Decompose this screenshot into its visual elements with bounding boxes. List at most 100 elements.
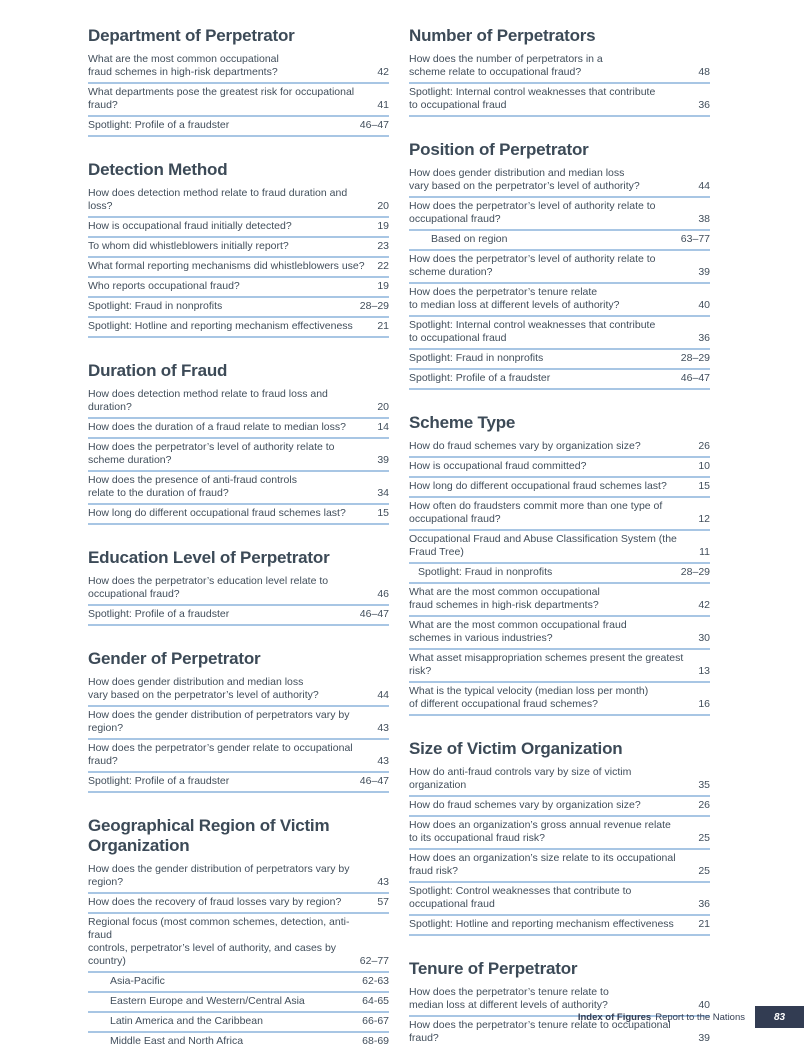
entry-label: How does the gender distribution of perp…: [88, 709, 350, 734]
entry-page-number: 40: [698, 299, 710, 311]
index-section: Detection Method How does detection metho…: [88, 160, 389, 338]
entry-page-number: 36: [698, 898, 710, 910]
entry-page-number: 46–47: [359, 608, 389, 620]
entry-label: How does gender distribution and median …: [409, 167, 640, 192]
entry-page-number: 14: [377, 421, 389, 433]
index-entry: How is occupational fraud committed? 10: [409, 458, 710, 478]
index-section: Tenure of Perpetrator How does the perpet…: [409, 959, 710, 1044]
index-entry: How do fraud schemes vary by organizatio…: [409, 797, 710, 817]
footer-report-name: Report to the Nations: [655, 1011, 745, 1023]
entry-page-number: 46–47: [680, 372, 710, 384]
entry-page-number: 46: [377, 588, 389, 600]
entry-label: Spotlight: Profile of a fraudster: [88, 119, 230, 131]
entry-label: What are the most common occupational fr…: [88, 53, 279, 78]
entry-page-number: 25: [698, 865, 710, 877]
entry-label: To whom did whistleblowers initially rep…: [88, 240, 289, 252]
index-entry: How does the gender distribution of perp…: [88, 861, 389, 894]
entry-label: How do fraud schemes vary by organizatio…: [409, 799, 641, 811]
entry-label: Spotlight: Internal control weaknesses t…: [409, 319, 656, 344]
section-title: Size of Victim Organization: [409, 739, 623, 758]
entry-page-number: 21: [377, 320, 389, 332]
index-entry: How do anti-fraud controls vary by size …: [409, 764, 710, 797]
entry-page-number: 46–47: [359, 775, 389, 787]
section-title: Scheme Type: [409, 413, 516, 432]
entry-label: How does the perpetrator’s level of auth…: [409, 253, 656, 278]
entry-page-number: 12: [698, 513, 710, 525]
entry-page-number: 36: [698, 332, 710, 344]
entry-label: How does the perpetrator’s level of auth…: [88, 441, 335, 466]
entry-label: Regional focus (most common schemes, det…: [88, 916, 350, 967]
right-column: Number of Perpetrators How does the numbe…: [409, 26, 710, 1044]
index-entry: How often do fraudsters commit more than…: [409, 498, 710, 531]
entry-page-number: 19: [377, 220, 389, 232]
index-entry: How does detection method relate to frau…: [88, 185, 389, 218]
entry-page-number: 26: [698, 799, 710, 811]
entry-page-number: 63–77: [680, 233, 710, 245]
index-section: Gender of Perpetrator How does gender dis…: [88, 649, 389, 793]
index-entry: Spotlight: Fraud in nonprofits 28–29: [409, 350, 710, 370]
entry-label: How do anti-fraud controls vary by size …: [409, 766, 632, 791]
entry-page-number: 28–29: [359, 300, 389, 312]
entry-page-number: 23: [377, 240, 389, 252]
entry-page-number: 26: [698, 440, 710, 452]
footer-section-name: Index of Figures: [577, 1011, 652, 1023]
entry-page-number: 64-65: [362, 995, 389, 1007]
index-entry: Asia-Pacific 62-63: [88, 973, 389, 993]
entry-page-number: 43: [377, 876, 389, 888]
index-entry: How long do different occupational fraud…: [88, 505, 389, 525]
index-entry: What are the most common occupational fr…: [409, 584, 710, 617]
index-section: Duration of Fraud How does detection meth…: [88, 361, 389, 525]
entry-page-number: 39: [698, 1032, 710, 1044]
entry-page-number: 30: [698, 632, 710, 644]
entry-label: How does the gender distribution of perp…: [88, 863, 350, 888]
entry-label: How is occupational fraud initially dete…: [88, 220, 292, 232]
entry-page-number: 62–77: [359, 955, 389, 967]
entry-label: Asia-Pacific: [110, 975, 165, 987]
entry-page-number: 43: [377, 722, 389, 734]
index-entry: Spotlight: Internal control weaknesses t…: [409, 317, 710, 350]
entry-label: How does the number of perpetrators in a…: [409, 53, 603, 78]
index-entry: What asset misappropriation schemes pres…: [409, 650, 710, 683]
index-entry: How does the perpetrator’s gender relate…: [88, 740, 389, 773]
page-number-badge: 83: [755, 1006, 804, 1028]
entry-page-number: 39: [698, 266, 710, 278]
index-entry: What is the typical velocity (median los…: [409, 683, 710, 716]
entry-page-number: 15: [698, 480, 710, 492]
index-entry: To whom did whistleblowers initially rep…: [88, 238, 389, 258]
entry-page-number: 42: [377, 66, 389, 78]
entry-label: How does the perpetrator’s gender relate…: [88, 742, 353, 767]
index-section: Scheme Type How do fraud schemes vary by …: [409, 413, 710, 716]
section-title: Number of Perpetrators: [409, 26, 596, 45]
entry-page-number: 16: [698, 698, 710, 710]
entry-page-number: 62-63: [362, 975, 389, 987]
index-entry: Latin America and the Caribbean 66-67: [88, 1013, 389, 1033]
entry-page-number: 48: [698, 66, 710, 78]
index-entry: How does gender distribution and median …: [88, 674, 389, 707]
entry-label: What are the most common occupational fr…: [409, 619, 627, 644]
section-title: Gender of Perpetrator: [88, 649, 261, 668]
index-entry: How does an organization’s gross annual …: [409, 817, 710, 850]
index-entry: Regional focus (most common schemes, det…: [88, 914, 389, 973]
entry-label: Who reports occupational fraud?: [88, 280, 240, 292]
section-title: Education Level of Perpetrator: [88, 548, 330, 567]
entry-page-number: 13: [698, 665, 710, 677]
entry-label: How does the duration of a fraud relate …: [88, 421, 346, 433]
entry-page-number: 35: [698, 779, 710, 791]
entry-label: How does the perpetrator’s tenure relate…: [409, 286, 620, 311]
entry-label: Spotlight: Profile of a fraudster: [409, 372, 551, 384]
index-entry: How does the perpetrator’s level of auth…: [409, 251, 710, 284]
entry-label: How does an organization’s size relate t…: [409, 852, 676, 877]
entry-page-number: 43: [377, 755, 389, 767]
section-title: Position of Perpetrator: [409, 140, 589, 159]
entry-page-number: 36: [698, 99, 710, 111]
entry-label: How does the perpetrator’s level of auth…: [409, 200, 656, 225]
index-entry: Spotlight: Profile of a fraudster 46–47: [88, 773, 389, 793]
entry-label: Middle East and North Africa: [110, 1035, 244, 1044]
entry-label: What is the typical velocity (median los…: [409, 685, 649, 710]
entry-page-number: 11: [699, 546, 710, 558]
entry-label: Spotlight: Control weaknesses that contr…: [409, 885, 632, 910]
index-section: Position of Perpetrator How does gender d…: [409, 140, 710, 390]
entry-label: How often do fraudsters commit more than…: [409, 500, 663, 525]
